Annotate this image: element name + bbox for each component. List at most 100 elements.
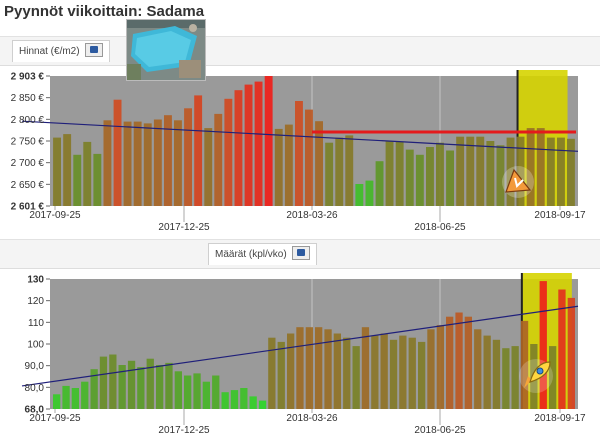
bar (492, 339, 501, 409)
bar (221, 392, 229, 409)
bar (365, 180, 374, 206)
x-tick-label: 2017-09-25 (29, 210, 81, 221)
tab-volumes[interactable]: Määrät (kpl/vko) (208, 243, 318, 265)
bar (71, 388, 79, 409)
y-tick-label: 2 800 € (11, 115, 45, 126)
bar (371, 335, 379, 409)
bar (53, 137, 61, 206)
bar (204, 128, 213, 206)
y-tick-label: 90,0 (25, 361, 45, 372)
x-tick-label: 2017-09-25 (29, 413, 81, 424)
bar (295, 101, 303, 206)
bar (193, 373, 201, 409)
bar (99, 356, 108, 409)
bar (436, 325, 444, 409)
bar (63, 134, 72, 206)
bar (103, 120, 112, 206)
bar (536, 128, 545, 206)
x-tick-label: 2018-03-26 (286, 210, 338, 221)
bar (380, 333, 388, 409)
page-title: Pyynnöt viikoittain: Sadama (4, 3, 205, 20)
bar (549, 346, 557, 409)
bar (466, 136, 475, 206)
bar (511, 346, 519, 409)
bar (464, 316, 472, 409)
bar (133, 121, 142, 206)
bar (446, 150, 454, 206)
rocket-window (536, 367, 544, 375)
bar (73, 154, 82, 206)
y-tick-label: 68,0 (25, 405, 45, 416)
y-tick-label: 100 (27, 340, 44, 351)
bar (567, 297, 575, 409)
bar (123, 121, 132, 206)
bar (165, 362, 173, 409)
bar (194, 95, 203, 206)
bar (127, 360, 136, 409)
bar (296, 327, 304, 409)
y-tick-label: 2 601 € (11, 202, 45, 213)
bar (83, 141, 92, 206)
bar (240, 388, 248, 409)
bar (53, 394, 61, 409)
bar (496, 145, 505, 206)
bar (389, 339, 398, 409)
bar (184, 375, 192, 409)
bar (399, 335, 407, 409)
y-tick-label: 110 (28, 318, 44, 329)
bar (249, 396, 257, 409)
bar (375, 161, 384, 206)
map-thumbnail[interactable] (126, 19, 206, 81)
bar (305, 327, 313, 409)
y-tick-label: 2 903 € (11, 72, 45, 83)
price-tab-bar: Hinnat (€/m2) (0, 36, 600, 66)
bar (174, 120, 182, 206)
map-thumbnail-image (127, 20, 205, 80)
decline-marker-icon (502, 166, 534, 198)
tab-volumes-label: Määrät (kpl/vko) (215, 249, 287, 260)
rocket-icon (519, 359, 553, 393)
export-icon[interactable] (85, 43, 104, 58)
bar (287, 333, 295, 409)
x-tick-label: 2018-06-25 (414, 222, 466, 233)
rocket-flame (524, 376, 532, 388)
bar (90, 369, 98, 409)
y-tick-label: 2 700 € (11, 158, 45, 169)
bar (305, 109, 313, 206)
bar (268, 337, 276, 409)
bar (258, 400, 267, 409)
bar (224, 98, 233, 206)
bar (474, 329, 482, 409)
bar (385, 141, 394, 206)
bar (456, 136, 465, 206)
bar (355, 184, 364, 206)
export-icon[interactable] (292, 246, 311, 261)
bar (343, 337, 351, 409)
bar (143, 123, 152, 206)
bar (418, 341, 426, 409)
bar (274, 128, 283, 206)
bar (395, 141, 404, 206)
bar (156, 365, 164, 409)
bar (455, 312, 463, 409)
bar (520, 320, 529, 409)
bar (405, 149, 414, 206)
y-tick-label: 2 750 € (11, 137, 45, 148)
bar (164, 115, 172, 206)
trend-line (21, 305, 579, 387)
y-tick-label: 80,0 (25, 383, 45, 394)
bar (567, 138, 575, 206)
x-tick-label: 2018-09-17 (534, 413, 586, 424)
y-tick-label: 120 (27, 296, 44, 307)
bar (109, 354, 117, 409)
bar (212, 375, 220, 409)
tab-prices[interactable]: Hinnat (€/m2) (12, 40, 111, 62)
y-tick-label: 2 650 € (11, 180, 45, 191)
bar (62, 385, 70, 409)
bar (557, 137, 565, 206)
price-chart: 2 903 € 2 850 € 2 800 € 2 750 € 2 700 € 2 650… (11, 70, 586, 233)
bar (415, 154, 424, 206)
bar (81, 381, 89, 409)
bar (230, 390, 239, 409)
